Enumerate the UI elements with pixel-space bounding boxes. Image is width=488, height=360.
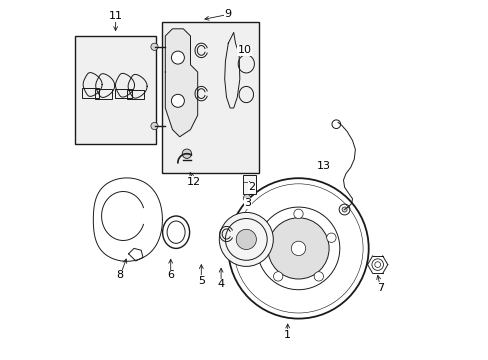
Circle shape <box>326 233 335 242</box>
Circle shape <box>151 43 158 50</box>
Text: 11: 11 <box>108 11 122 21</box>
Circle shape <box>291 241 305 256</box>
Text: 5: 5 <box>197 276 204 286</box>
Bar <box>127 90 144 99</box>
Circle shape <box>151 122 158 130</box>
Text: 13: 13 <box>316 161 330 171</box>
Text: 1: 1 <box>284 330 291 340</box>
Circle shape <box>293 209 303 219</box>
Text: 2: 2 <box>247 182 255 192</box>
Circle shape <box>171 94 184 107</box>
Bar <box>95 89 112 99</box>
Bar <box>82 88 99 98</box>
Bar <box>114 89 131 98</box>
Text: 7: 7 <box>376 283 384 293</box>
Circle shape <box>261 233 270 242</box>
Polygon shape <box>165 29 197 137</box>
Circle shape <box>374 262 380 267</box>
Circle shape <box>273 272 282 281</box>
Text: 8: 8 <box>117 270 123 280</box>
Text: 9: 9 <box>224 9 231 19</box>
Text: 6: 6 <box>167 270 174 280</box>
Circle shape <box>243 194 250 202</box>
Bar <box>162 22 258 173</box>
Circle shape <box>313 272 323 281</box>
Bar <box>75 36 156 144</box>
Text: 10: 10 <box>237 45 251 55</box>
Circle shape <box>171 51 184 64</box>
Circle shape <box>342 207 346 212</box>
Text: 12: 12 <box>186 177 201 187</box>
Circle shape <box>219 212 273 266</box>
Text: 4: 4 <box>217 279 224 289</box>
Text: 3: 3 <box>244 198 251 208</box>
Circle shape <box>267 218 328 279</box>
Circle shape <box>182 149 191 158</box>
Bar <box>243 175 256 194</box>
Circle shape <box>236 229 256 249</box>
